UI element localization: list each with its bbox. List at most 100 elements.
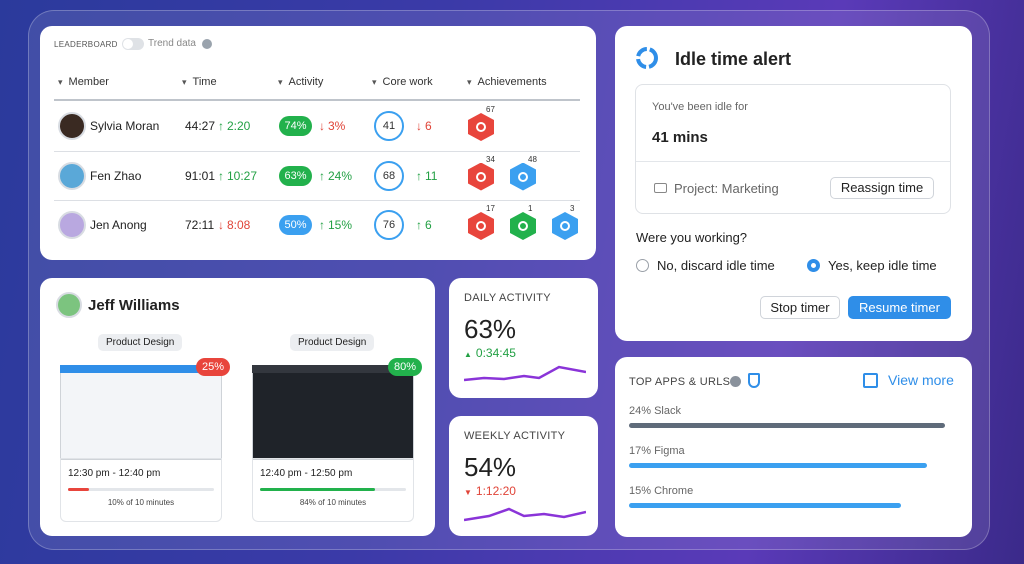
activity-pill: 74% xyxy=(279,116,312,136)
leaderboard-panel: LEADERBOARD Trend data Member Time Activ… xyxy=(40,26,596,260)
reassign-button[interactable]: Reassign time xyxy=(830,177,934,199)
daily-title: DAILY ACTIVITY xyxy=(464,292,551,304)
activity-change: 3% xyxy=(319,119,345,133)
achievement-count: 17 xyxy=(484,204,497,213)
member-name: Jen Anong xyxy=(90,218,147,232)
radio-label[interactable]: Yes, keep idle time xyxy=(828,258,937,273)
app-bar xyxy=(629,423,945,428)
column-header[interactable]: Core work xyxy=(372,76,433,88)
radio[interactable] xyxy=(807,259,820,272)
external-icon[interactable] xyxy=(863,373,878,388)
radio-label[interactable]: No, discard idle time xyxy=(657,258,775,273)
core-change: 11 xyxy=(416,169,437,183)
screenshot-bar xyxy=(252,365,414,373)
achievement-count: 48 xyxy=(526,154,539,164)
column-header[interactable]: Time xyxy=(182,76,217,88)
time: 72:11 xyxy=(185,218,215,232)
core-ring: 76 xyxy=(374,210,404,240)
activity-change: 24% xyxy=(319,169,352,183)
sparkline xyxy=(464,365,586,382)
folder-icon xyxy=(654,183,667,193)
time: 91:01 xyxy=(185,168,216,183)
screenshot[interactable] xyxy=(60,365,222,460)
app-bar xyxy=(629,463,927,468)
member-name: Sylvia Moran xyxy=(90,119,160,133)
achievement-count: 3 xyxy=(568,204,577,213)
score-badge: 25% xyxy=(196,358,231,376)
divider xyxy=(636,161,950,162)
shield-icon xyxy=(748,373,760,388)
core-ring: 41 xyxy=(374,111,404,141)
daily-panel: DAILY ACTIVITY 63% 0:34:45 xyxy=(449,278,598,398)
progress-track xyxy=(68,488,214,491)
screenshot-bar xyxy=(60,365,222,373)
weekly-panel: WEEKLY ACTIVITY 54% 1:12:20 xyxy=(449,416,598,536)
screenshot[interactable] xyxy=(252,365,414,460)
column-header[interactable]: Achievements xyxy=(467,76,547,88)
question: Were you working? xyxy=(636,230,748,245)
info-icon xyxy=(730,376,741,387)
avatar xyxy=(56,292,82,318)
core-change: 6 xyxy=(416,218,432,232)
column-header[interactable]: Member xyxy=(58,76,109,88)
achievement xyxy=(552,212,578,240)
weekly-change: 1:12:20 xyxy=(464,484,516,498)
progress-label: 10% of 10 minutes xyxy=(107,498,175,507)
row-line xyxy=(54,150,580,152)
time-change: 2:20 xyxy=(218,119,250,133)
weekly-title: WEEKLY ACTIVITY xyxy=(464,430,566,442)
time-range: 12:40 pm - 12:50 pm xyxy=(260,468,353,479)
profile-name: Jeff Williams xyxy=(88,297,180,314)
idle-duration: 41 mins xyxy=(652,129,708,146)
session-card xyxy=(60,458,222,522)
time: 44:27 xyxy=(185,119,216,133)
achievement-count: 1 xyxy=(526,204,535,213)
row-line xyxy=(54,200,580,201)
avatar xyxy=(58,161,86,190)
achievement-count: 67 xyxy=(484,105,497,114)
radio[interactable] xyxy=(636,259,649,272)
session-tag: Product Design xyxy=(98,334,183,351)
member-name: Fen Zhao xyxy=(90,168,142,183)
app-logo xyxy=(636,47,658,69)
achievement xyxy=(468,162,494,191)
time-change: 8:08 xyxy=(218,218,250,232)
avatar xyxy=(58,112,86,140)
achievement xyxy=(468,212,494,240)
core-change: 6 xyxy=(416,119,432,133)
apps-panel: TOP APPS & URLS View more 24% Slack 17% F… xyxy=(615,357,972,537)
progress-fill xyxy=(68,488,89,491)
leaderboard-title: LEADERBOARD xyxy=(54,40,118,49)
time-change: 10:27 xyxy=(218,169,257,183)
app-label: 15% Chrome xyxy=(629,485,694,497)
avatar xyxy=(58,211,86,239)
stop-button[interactable]: Stop timer xyxy=(760,296,840,319)
info-icon xyxy=(202,39,212,49)
view-more[interactable]: View more xyxy=(888,372,954,388)
progress-fill xyxy=(260,488,375,491)
time-range: 12:30 pm - 12:40 pm xyxy=(68,468,161,479)
activity-pill: 50% xyxy=(279,215,312,235)
sparkline xyxy=(464,507,586,522)
apps-title: TOP APPS & URLS xyxy=(629,376,731,388)
weekly-value: 54% xyxy=(464,452,517,482)
daily-change: 0:34:45 xyxy=(464,346,516,360)
toggle[interactable] xyxy=(122,38,144,50)
activity-change: 15% xyxy=(319,218,352,232)
app-label: 24% Slack xyxy=(629,405,681,417)
achievement xyxy=(510,162,536,191)
idle-card: You've been idle for 41 mins Project: Ma… xyxy=(635,84,951,214)
daily-value: 63% xyxy=(464,314,517,344)
progress-label: 84% of 10 minutes xyxy=(299,498,367,507)
column-header[interactable]: Activity xyxy=(278,76,324,88)
idle-panel: Idle time alert You've been idle for 41 … xyxy=(615,26,972,341)
idle-label: You've been idle for xyxy=(652,101,748,113)
app-label: 17% Figma xyxy=(629,445,685,457)
achievement xyxy=(468,113,494,141)
core-ring: 68 xyxy=(374,160,404,191)
toggle-label: Trend data xyxy=(148,38,196,49)
app-bar xyxy=(629,503,901,508)
session-tag: Product Design xyxy=(290,334,375,351)
resume-button[interactable]: Resume timer xyxy=(848,296,951,319)
